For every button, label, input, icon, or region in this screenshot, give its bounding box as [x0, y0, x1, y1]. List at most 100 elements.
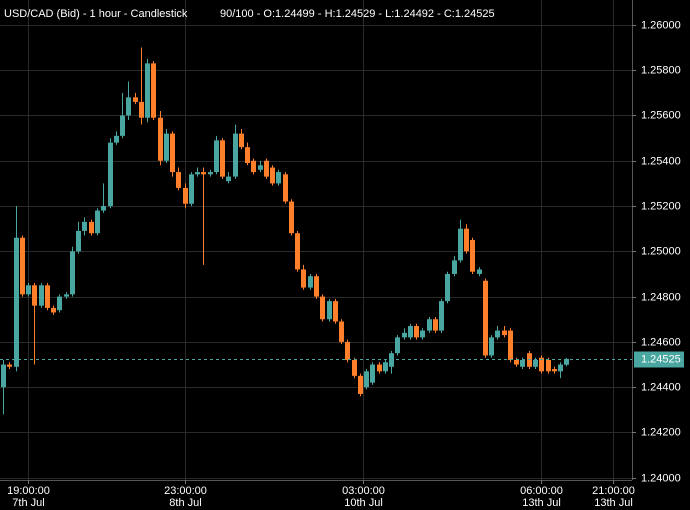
candle-body — [308, 276, 313, 288]
candle-body — [20, 237, 25, 295]
chart-title: USD/CAD (Bid) - 1 hour - Candlestick — [4, 8, 188, 20]
last-price-tag — [634, 351, 684, 368]
candle-body — [352, 360, 357, 376]
candle-body — [514, 360, 519, 365]
candle-body — [51, 307, 56, 313]
axes: 1.24000 1.24200 1.24400 1.24600 1.24800 1.250… — [7, 19, 684, 509]
candle-body — [1, 364, 6, 388]
y-tick-label: 1.24000 — [641, 472, 681, 484]
candle-body — [370, 364, 375, 383]
candle-body — [358, 375, 363, 394]
candle-body — [214, 140, 219, 173]
candle-body — [539, 357, 544, 372]
x-tick-date: 10th Jul — [344, 497, 383, 509]
candle-body — [489, 337, 494, 356]
candle-body — [558, 364, 563, 372]
candle-body — [170, 133, 175, 173]
candle-body — [445, 273, 450, 302]
candle-body — [233, 133, 238, 177]
candle-body — [26, 285, 31, 295]
candle-body — [395, 337, 400, 354]
candle-body — [208, 172, 213, 175]
x-tick-label: 06:00:00 — [520, 485, 563, 497]
candle-body — [546, 360, 551, 372]
candle-body — [14, 237, 19, 367]
candle-body — [101, 206, 106, 211]
candle-body — [295, 233, 300, 270]
candle-body — [402, 332, 407, 338]
y-tick-label: 1.25400 — [641, 155, 681, 167]
candle-body — [189, 174, 194, 204]
candle-body — [270, 167, 275, 184]
candle-body — [251, 160, 256, 173]
x-tick-label: 21:00:00 — [592, 485, 635, 497]
last-price-label: 1.24525 — [641, 353, 681, 365]
candle-body — [464, 228, 469, 252]
candle-body — [220, 140, 225, 177]
candle-body — [39, 285, 44, 306]
x-tick-label: 19:00:00 — [7, 485, 50, 497]
candle-body — [345, 341, 350, 360]
candle-body — [82, 221, 87, 231]
candle-body — [477, 269, 482, 274]
y-tick-label: 1.24400 — [641, 381, 681, 393]
candle-body — [552, 369, 557, 372]
x-tick-date: 13th Jul — [522, 497, 561, 509]
candle-body — [239, 133, 244, 148]
candle-body — [320, 296, 325, 320]
candle-body — [502, 330, 507, 336]
candle-body — [333, 301, 338, 322]
candle-body — [470, 240, 475, 272]
y-tick-label: 1.24200 — [641, 426, 681, 438]
candle-body — [151, 63, 156, 118]
candle-body — [139, 101, 144, 118]
y-tick-label: 1.24800 — [641, 291, 681, 303]
x-tick-date: 13th Jul — [594, 497, 633, 509]
y-tick-label: 1.25000 — [641, 245, 681, 257]
candle-body — [164, 133, 169, 161]
candle-body — [57, 296, 62, 311]
candle-body — [564, 358, 569, 365]
candle-body — [439, 301, 444, 331]
x-tick-date: 7th Jul — [12, 497, 44, 509]
x-tick-label: 23:00:00 — [164, 485, 207, 497]
candle-body — [108, 142, 113, 207]
candle-body — [114, 135, 119, 143]
candle-body — [276, 172, 281, 184]
candle-body — [420, 330, 425, 338]
y-tick-label: 1.25200 — [641, 200, 681, 212]
candle-body — [339, 321, 344, 342]
candle-body — [32, 285, 37, 306]
candle-body — [176, 172, 181, 188]
candle-body — [408, 326, 413, 338]
candle-body — [158, 117, 163, 161]
candle-body — [183, 187, 188, 204]
candle-body — [495, 330, 500, 338]
candle-body — [452, 260, 457, 274]
candle-body — [245, 147, 250, 164]
candle-body — [301, 269, 306, 288]
candle-body — [427, 319, 432, 331]
candle-body — [520, 360, 525, 367]
candle-body — [364, 371, 369, 388]
candle-body — [377, 364, 382, 372]
candle-body — [7, 364, 12, 367]
y-tick-label: 1.25600 — [641, 109, 681, 121]
candle-body — [508, 330, 513, 360]
candles — [0, 47, 632, 415]
candle-body — [258, 165, 263, 170]
candle-body — [70, 251, 75, 295]
candle-body — [327, 301, 332, 320]
candle-body — [264, 160, 269, 177]
candle-body — [289, 201, 294, 234]
candle-body — [226, 176, 231, 182]
candle-body — [414, 326, 419, 338]
candle-body — [533, 360, 538, 367]
candle-body — [383, 362, 388, 372]
candle-body — [64, 294, 69, 297]
candle-body — [201, 172, 206, 175]
candle-body — [145, 63, 150, 118]
y-tick-label: 1.25800 — [641, 64, 681, 76]
